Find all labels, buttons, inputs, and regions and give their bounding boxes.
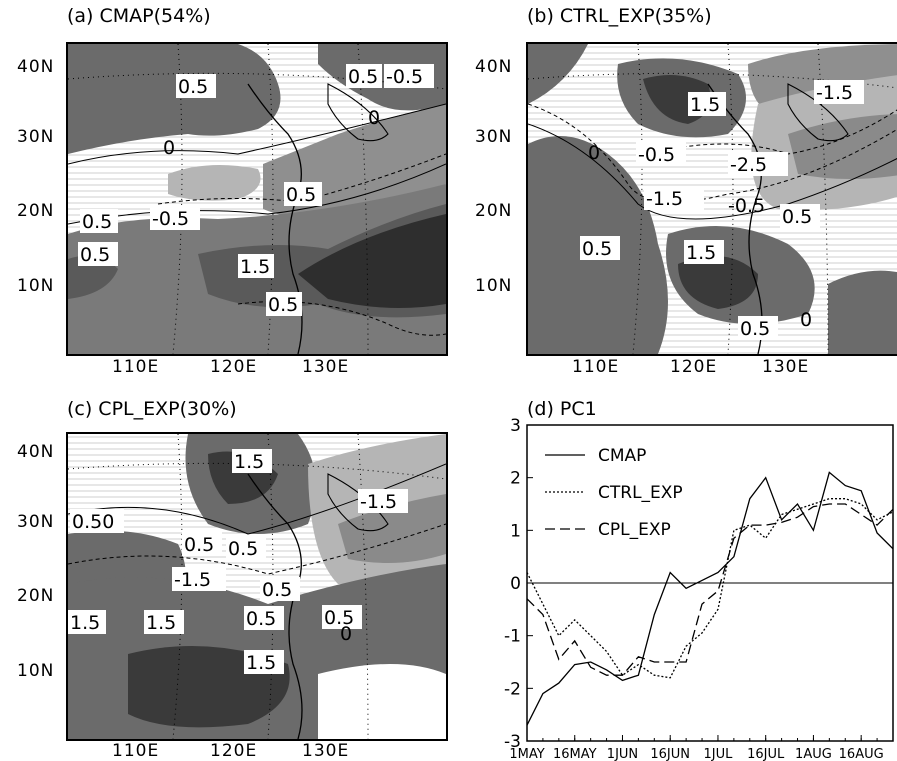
- lon-tick: 130E: [762, 357, 810, 377]
- map-panel-c: 1.5 0.50 -1.5 0.5 0.5 -1.5 0.5 0.5 1.5 1…: [66, 432, 448, 741]
- contour-labels-b: 1.5 -1.5 0 -0.5 -2.5 -1.5 -0.5 0.5 0.5 1…: [580, 80, 864, 340]
- shade-region: [68, 44, 281, 154]
- y-tick-label: 2: [510, 469, 521, 489]
- contour-label: 0.5: [324, 607, 354, 629]
- contour-label: -0.5: [728, 195, 765, 217]
- panel-d-title: (d) PC1: [527, 398, 597, 420]
- series-line-cmap: [526, 471, 894, 726]
- legend-label: CTRL_EXP: [598, 483, 683, 503]
- contour-label: -1.5: [174, 569, 211, 591]
- lon-tick: 120E: [210, 741, 258, 761]
- y-tick-label: -1: [504, 627, 521, 647]
- contour-label: 1.5: [686, 242, 716, 264]
- contour-label: 0.5: [82, 211, 112, 233]
- y-tick-label: 0: [510, 574, 521, 594]
- contour-label: 1.5: [246, 652, 276, 674]
- contour-label: 0.5: [178, 76, 208, 98]
- panel-c-title: (c) CPL_EXP(30%): [67, 398, 237, 420]
- series-line-cpl-exp: [526, 503, 894, 676]
- contour-label: -0.5: [386, 66, 423, 88]
- lat-tick: 10N: [17, 276, 55, 296]
- contour-label: -1.5: [646, 188, 683, 210]
- x-tick-label: 16JUL: [747, 747, 785, 761]
- lon-tick: 110E: [572, 357, 620, 377]
- lat-tick: 40N: [475, 57, 513, 77]
- contour-label: 1.5: [234, 451, 264, 473]
- lat-tick: 20N: [17, 201, 55, 221]
- contour-label: 0: [368, 107, 380, 129]
- lat-tick: 30N: [17, 512, 55, 532]
- contour-labels-c: 1.5 0.50 -1.5 0.5 0.5 -1.5 0.5 0.5 1.5 1…: [68, 449, 408, 674]
- legend-label: CMAP: [598, 446, 646, 466]
- lon-tick: 120E: [210, 357, 258, 377]
- lon-tick: 110E: [112, 357, 160, 377]
- contour-label: 0.5: [262, 579, 292, 601]
- x-tick-label: 1JUN: [607, 747, 638, 761]
- x-tick-label: 16JUN: [650, 747, 690, 761]
- contour-labels-a: 0.5 0.5 -0.5 0 0 -0.5 0.5 0.5 0.5 1.5 0.…: [78, 64, 434, 316]
- panel-a-title: (a) CMAP(54%): [67, 5, 211, 27]
- contour-label: 1.5: [70, 612, 100, 634]
- lon-tick: 130E: [302, 741, 350, 761]
- y-tick-label: -2: [504, 679, 521, 699]
- contour-label: 0: [588, 142, 600, 164]
- pc1-line-chart: -3 -2 -1 0 1 2 3 1MAY 16MAY 1JUN 16JUN 1JUL 16JUL 1AU…: [504, 416, 894, 761]
- x-tick-label: 1AUG: [795, 747, 832, 761]
- x-tick-label: 1JUL: [704, 747, 734, 761]
- y-tick-label: -3: [504, 732, 521, 752]
- contour-label: 0.5: [80, 244, 110, 266]
- contour-label: -1.5: [360, 491, 397, 513]
- lat-tick: 20N: [475, 201, 513, 221]
- lat-tick: 30N: [475, 127, 513, 147]
- contour-label: 0.5: [782, 206, 812, 228]
- lat-tick: 10N: [17, 661, 55, 681]
- contour-label: 0.5: [184, 534, 214, 556]
- lat-tick: 40N: [17, 57, 55, 77]
- lon-tick: 130E: [302, 357, 350, 377]
- contour-label: 1.5: [240, 256, 270, 278]
- contour-label: 1.5: [146, 612, 176, 634]
- contour-label: -0.5: [152, 208, 189, 230]
- series-line-ctrl-exp: [526, 498, 894, 679]
- map-panel-b: 1.5 -1.5 0 -0.5 -2.5 -1.5 -0.5 0.5 0.5 1…: [526, 42, 897, 356]
- contour-label: 1.5: [690, 94, 720, 116]
- lon-tick: 110E: [112, 741, 160, 761]
- contour-label: 0: [800, 309, 812, 331]
- contour-label: 0.5: [228, 538, 258, 560]
- legend-label: CPL_EXP: [598, 520, 671, 540]
- x-tick-label: 1MAY: [509, 747, 544, 761]
- contour-label: 0.5: [246, 608, 276, 630]
- contour-label: -0.5: [638, 144, 675, 166]
- contour-label: 0.50: [72, 511, 114, 533]
- contour-label: 0.5: [582, 238, 612, 260]
- contour-label: 0.5: [348, 66, 378, 88]
- contour-label: 0.5: [286, 184, 316, 206]
- y-tick-label: 1: [510, 521, 521, 541]
- lat-tick: 30N: [17, 127, 55, 147]
- contour-label: 0: [163, 137, 175, 159]
- panel-b-title: (b) CTRL_EXP(35%): [527, 5, 712, 27]
- y-tick-label: 3: [510, 416, 521, 436]
- contour-label: -1.5: [816, 82, 853, 104]
- contour-label: 0.5: [268, 294, 298, 316]
- x-tick-label: 16AUG: [839, 747, 884, 761]
- contour-label: 0: [340, 623, 352, 645]
- map-panel-a: 0.5 0.5 -0.5 0 0 -0.5 0.5 0.5 0.5 1.5 0.…: [66, 42, 448, 356]
- contour-label: -2.5: [730, 154, 767, 176]
- contour-label: 0.5: [740, 318, 770, 340]
- x-tick-label: 16MAY: [553, 747, 597, 761]
- lat-tick: 40N: [17, 442, 55, 462]
- lat-tick: 10N: [475, 276, 513, 296]
- lon-tick: 120E: [670, 357, 718, 377]
- lat-tick: 20N: [17, 586, 55, 606]
